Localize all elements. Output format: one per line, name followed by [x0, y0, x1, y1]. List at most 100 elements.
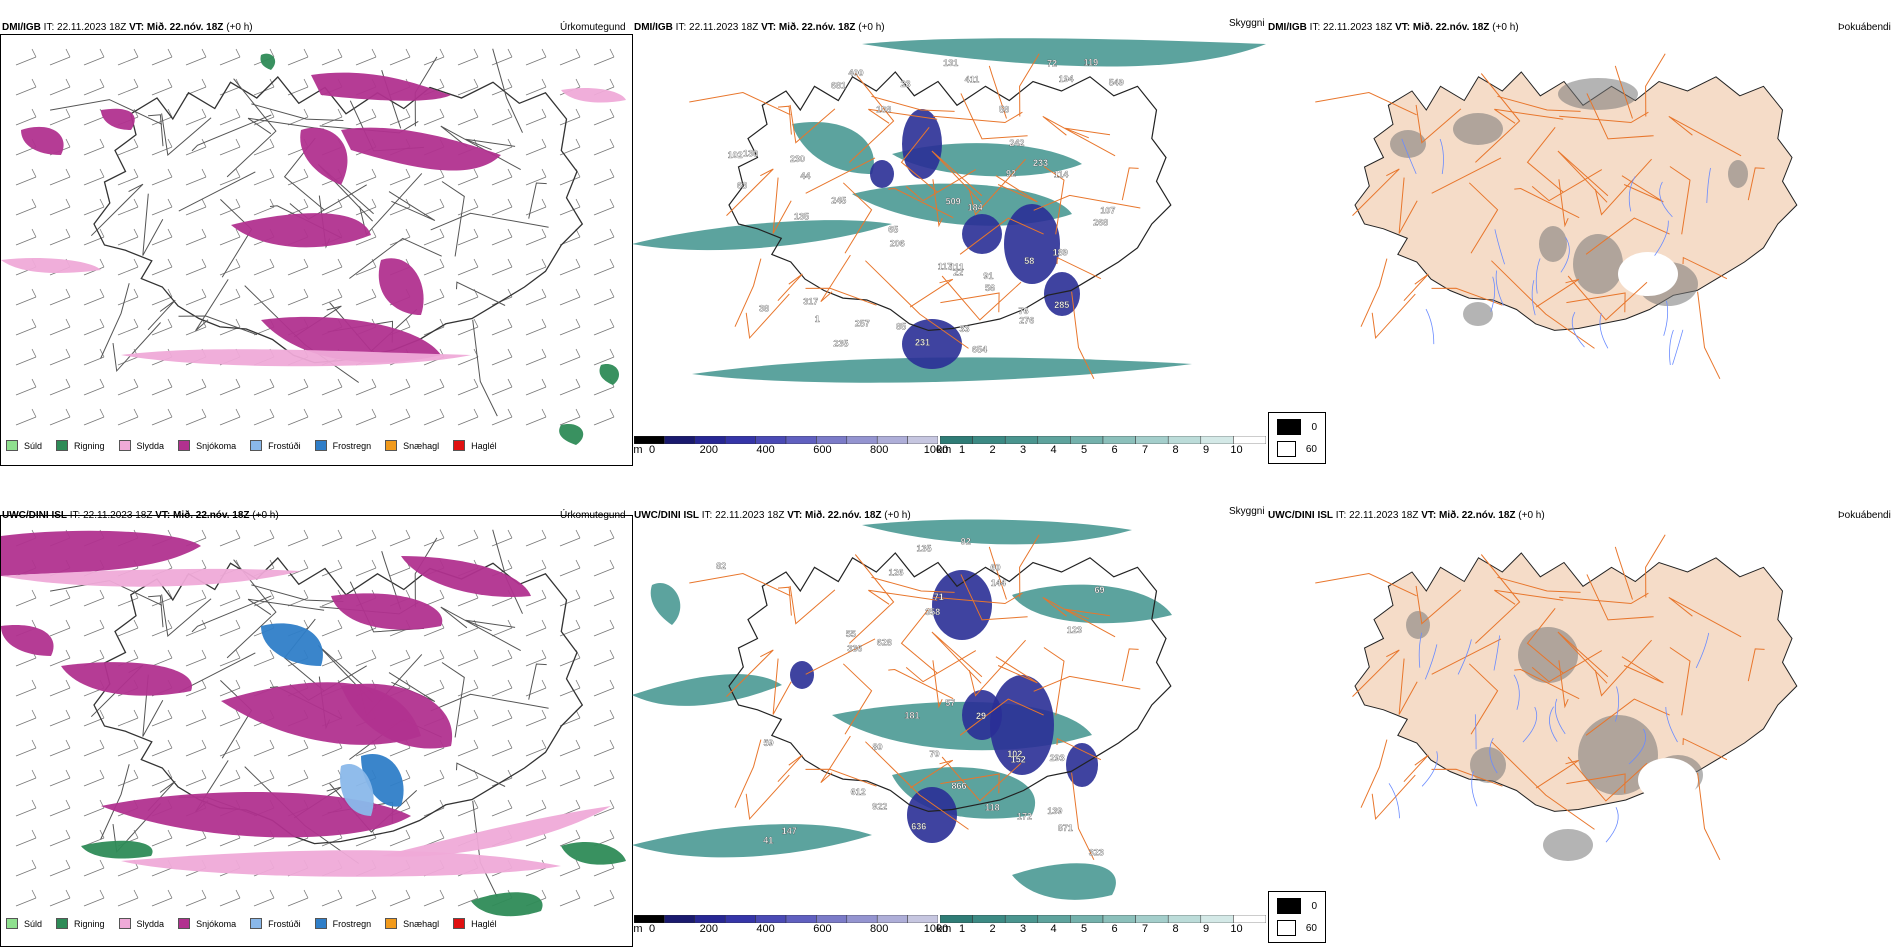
cloud-base-area [902, 319, 962, 369]
road-line [441, 662, 465, 738]
wind-barb [423, 889, 445, 907]
road-line [689, 91, 791, 116]
wind-barb [253, 138, 275, 156]
wind-barb [593, 258, 615, 276]
visibility-tick: 8 [1172, 923, 1179, 935]
precip-area [121, 349, 471, 367]
height-colorbar-cell [846, 436, 878, 444]
river-line [1513, 674, 1520, 710]
precip-area [21, 126, 64, 155]
cloud-base-value: 92 [961, 536, 971, 546]
height-tick: 400 [756, 923, 775, 935]
river-line [1571, 311, 1585, 348]
precip-legend-swatch [250, 918, 263, 929]
row-1: DMI/IGB IT: 22.11.2023 18Z VT: Mið. 22.n… [0, 18, 1891, 466]
precip-legend-swatch [118, 918, 131, 929]
road-line [959, 698, 1044, 736]
cloud-base-value: 194 [1059, 74, 1074, 84]
cloud-base-area [932, 570, 992, 640]
wind-barb [15, 859, 37, 877]
road-line [1697, 772, 1721, 861]
wind-barb [491, 198, 513, 216]
wind-barb [355, 559, 377, 577]
height-colorbar-cell [694, 915, 726, 923]
precip-area [331, 593, 443, 630]
road-line [789, 104, 836, 144]
road-line [1621, 656, 1664, 684]
road-line [995, 656, 1038, 684]
road-line [1043, 166, 1065, 235]
road-line [1559, 111, 1649, 124]
wind-barb [185, 408, 207, 426]
wind-barb [83, 799, 105, 817]
wind-barb [559, 859, 581, 877]
visibility-colorbar-cell [1135, 915, 1169, 923]
river-line [1401, 138, 1417, 175]
wind-barb [559, 108, 581, 126]
precip-legend-item: Snjókoma [178, 440, 236, 451]
cloud-base-area [962, 690, 1002, 740]
height-tick: 200 [699, 923, 718, 935]
wind-barb [117, 288, 139, 306]
height-colorbar-ticks: m 0 200 400 600 800 1000 [633, 444, 948, 456]
road-line [1431, 287, 1503, 306]
wind-barb [491, 408, 513, 426]
wind-barb [151, 78, 173, 96]
river-line [1599, 313, 1609, 349]
visibility-colorbar-cell [1167, 436, 1202, 444]
wind-barb [389, 829, 411, 847]
road-line [1121, 648, 1139, 682]
road-line [745, 774, 790, 821]
wind-barb [185, 739, 207, 757]
height-colorbar-cell [816, 915, 848, 923]
cloud-base-value: 91 [983, 271, 993, 281]
wind-barb [321, 108, 343, 126]
cloud-base-value: 85 [896, 322, 906, 332]
road-line [726, 649, 774, 697]
river-line [1418, 632, 1423, 668]
wind-barb [321, 378, 343, 396]
river-line [1605, 807, 1619, 843]
wind-barb [559, 378, 581, 396]
visibility-colorbar-ticks: km 1 2 3 4 5 6 7 8 9 10 [937, 444, 1266, 456]
height-tick: 600 [813, 444, 832, 456]
fog-legend-label: 60 [1305, 443, 1317, 455]
cloud-base-value: 111 [950, 262, 964, 272]
height-colorbar-cell [664, 436, 696, 444]
precip-legend-label: Snæhagl [403, 440, 440, 451]
wind-barb [83, 138, 105, 156]
cloud-base-value: 323 [1089, 848, 1104, 858]
visibility-tick: 6 [1111, 444, 1118, 456]
height-tick: 400 [756, 444, 775, 456]
precip-legend-label: Rigning [74, 918, 105, 929]
road-line [745, 293, 790, 340]
precip-area [101, 792, 411, 838]
visibility-tick: 7 [1141, 923, 1149, 935]
river-line [1628, 176, 1636, 212]
height-colorbar-cell [634, 915, 665, 923]
wind-barb [389, 198, 411, 216]
wind-barb [219, 168, 241, 186]
vt-value: Mið. 22.nóv. 18Z [146, 22, 224, 33]
road-line [689, 572, 791, 597]
road-line [465, 619, 516, 632]
road-line [900, 126, 938, 193]
visibility-colorbar-strip [940, 915, 1266, 923]
iceland-outline [728, 552, 1172, 813]
cloud-base-area [870, 160, 894, 188]
height-unit: m [633, 444, 643, 456]
road-line [734, 739, 762, 808]
wind-barb [15, 679, 37, 697]
wind-barb [559, 48, 581, 66]
precip-area [61, 662, 192, 696]
fog-area [1558, 78, 1638, 110]
wind-barb [593, 198, 615, 216]
visibility-colorbar-cell [1167, 915, 1202, 923]
cloud-base-value: 1 [815, 314, 820, 324]
visibility-tick: 3 [1019, 923, 1027, 935]
cloud-base-value: 102 [1007, 749, 1022, 759]
wind-barb [525, 258, 547, 276]
cloud-base-value: 80 [873, 742, 883, 752]
road-line [1056, 737, 1102, 761]
cloud-base-value: 29 [976, 711, 986, 721]
